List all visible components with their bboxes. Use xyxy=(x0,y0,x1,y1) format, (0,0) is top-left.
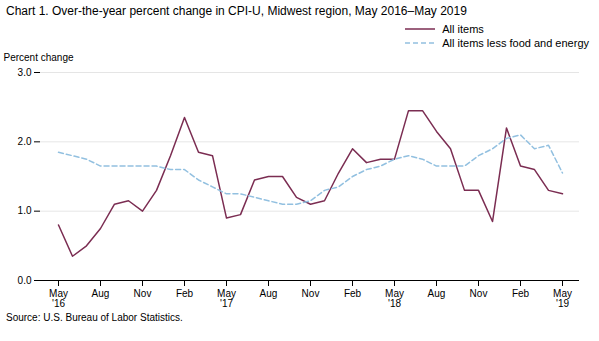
svg-text:Feb: Feb xyxy=(176,288,194,299)
svg-text:2.0: 2.0 xyxy=(18,136,32,147)
svg-text:May'16: May'16 xyxy=(49,288,68,309)
svg-text:Nov: Nov xyxy=(134,288,152,299)
svg-text:Nov: Nov xyxy=(302,288,320,299)
svg-text:May'19: May'19 xyxy=(553,288,572,309)
html-text:All items less food and energy: All items less food and energy xyxy=(442,37,589,49)
html-text:Source: U.S. Bureau of Labor S: Source: U.S. Bureau of Labor Statistics. xyxy=(6,312,183,323)
svg-text:May'17: May'17 xyxy=(217,288,236,309)
html-text:Chart 1. Over-the-year percent: Chart 1. Over-the-year percent change in… xyxy=(6,4,467,18)
svg-text:Nov: Nov xyxy=(470,288,488,299)
svg-text:Aug: Aug xyxy=(92,288,110,299)
svg-text:Feb: Feb xyxy=(512,288,530,299)
svg-text:Aug: Aug xyxy=(428,288,446,299)
svg-text:Feb: Feb xyxy=(344,288,362,299)
svg-text:Percent change: Percent change xyxy=(4,52,74,63)
svg-text:1.0: 1.0 xyxy=(18,205,32,216)
svg-text:3.0: 3.0 xyxy=(18,67,32,78)
svg-text:Aug: Aug xyxy=(260,288,278,299)
svg-text:May'18: May'18 xyxy=(385,288,404,309)
svg-text:0.0: 0.0 xyxy=(18,275,32,286)
html-text:All items: All items xyxy=(442,23,484,35)
